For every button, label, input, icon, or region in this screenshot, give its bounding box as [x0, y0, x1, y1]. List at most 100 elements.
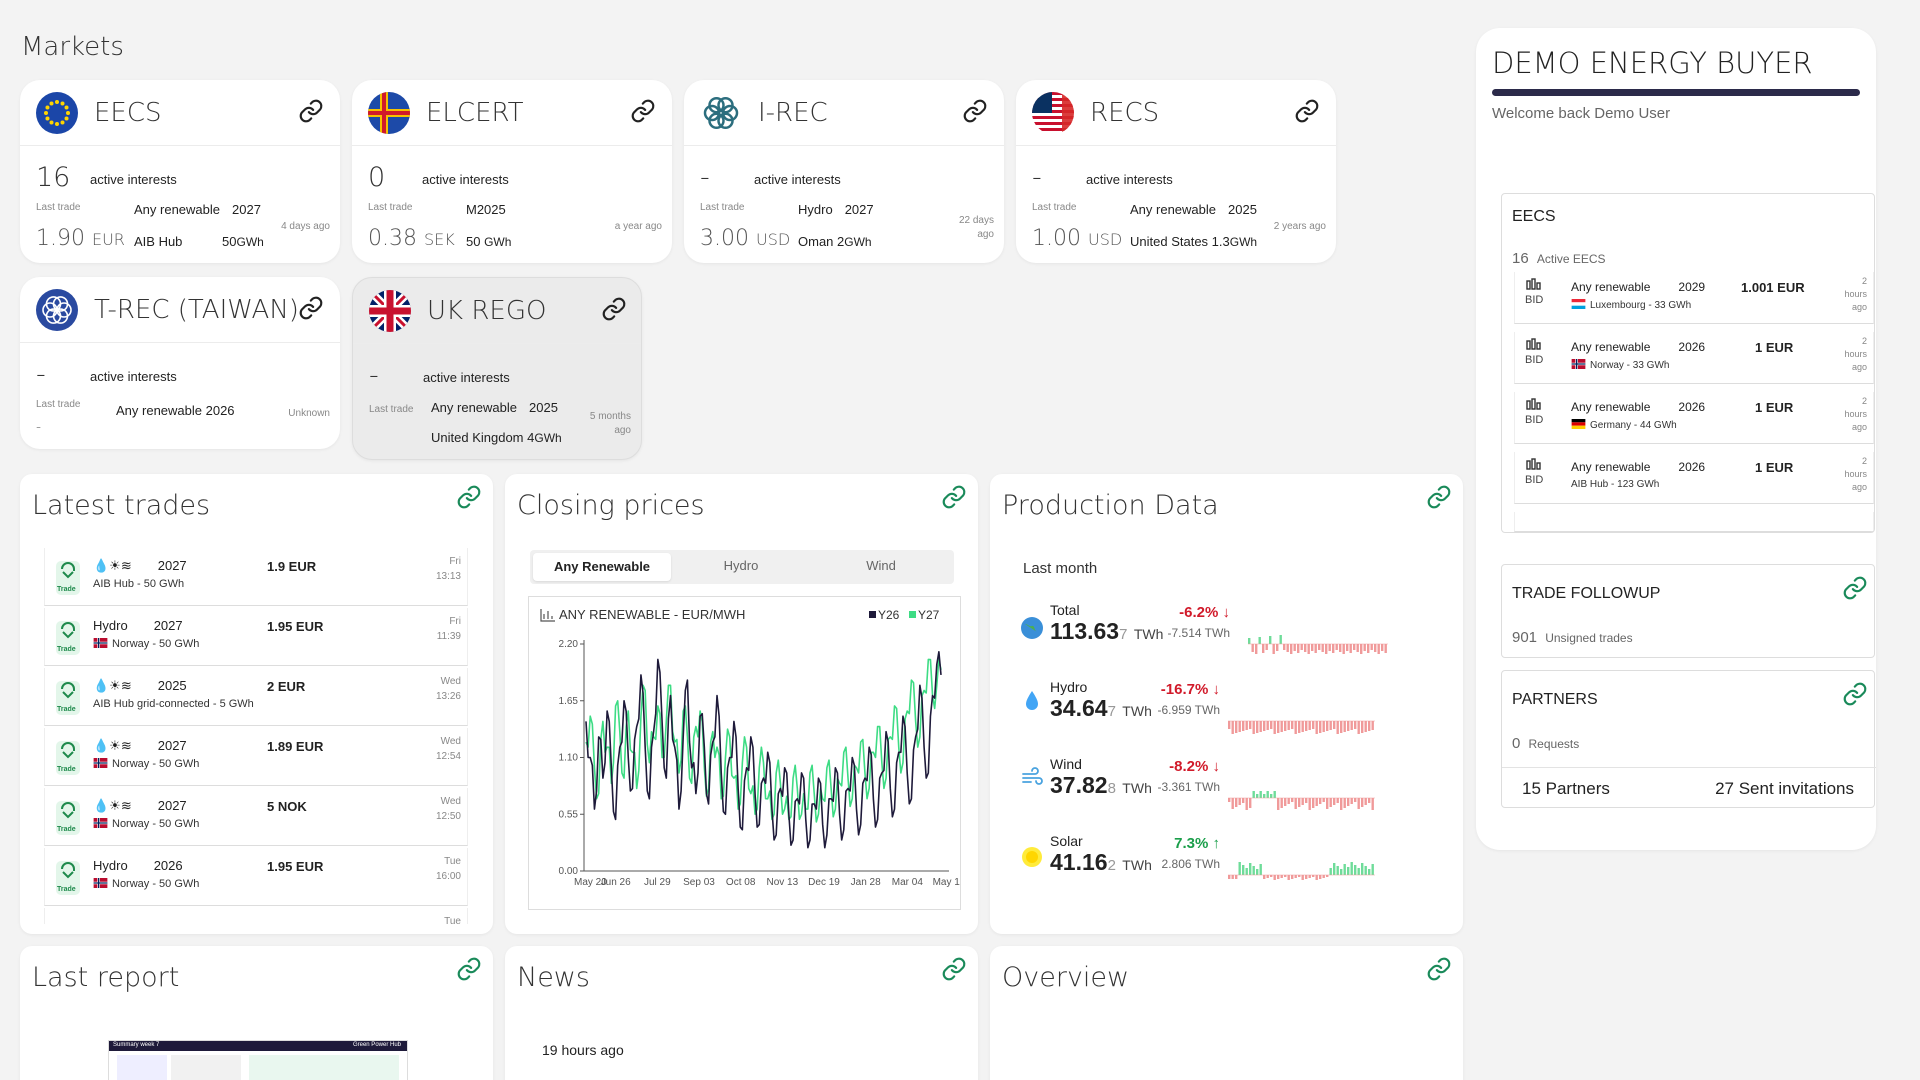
report-thumbnail[interactable]: Summary week 7 Green Power Hub [108, 1040, 408, 1080]
market-card-uk-rego[interactable]: UK REGO - active interests Last trade An… [352, 277, 642, 460]
trade-price: 1.9 EUR [267, 559, 317, 574]
x-tick-label: Jun 26 [601, 877, 631, 888]
last-trade-hub: AIB Hub 50GWh [134, 234, 264, 249]
tab-hydro[interactable]: Hydro [723, 558, 759, 573]
production-value: 113.637 TWh [1050, 618, 1164, 644]
news-link-icon[interactable] [941, 956, 967, 982]
trade-time: Tue 16:00 [435, 856, 461, 882]
last-trade-product: Any renewable 2025 [431, 400, 558, 415]
x-tick-label: Mar 04 [892, 877, 924, 888]
legend-label-y26: Y26 [878, 608, 900, 622]
production-row-solar: Solar 41.162 TWh 7.3% ↑ 2.806 TWh [1020, 833, 1440, 903]
trade-location: Norway - 50 GWh [93, 878, 199, 890]
market-card-recs[interactable]: RECS - active interests Last trade 1.00 … [1016, 80, 1336, 263]
report-thumb-title: Summary week 7 [113, 1042, 160, 1048]
bid-row[interactable]: BID Any renewable 2026 Norway - 33 GWh 1 … [1514, 332, 1874, 384]
market-card-elcert[interactable]: ELCERT 0 active interests Last trade 0.3… [352, 80, 672, 263]
trade-product: 💧☀≋ 2027 [93, 798, 187, 813]
active-interests-label: active interests [423, 370, 510, 385]
overview-link-icon[interactable] [1426, 956, 1452, 982]
trade-icon: Trade [55, 800, 81, 836]
trade-product: 💧☀≋ 2025 [93, 678, 187, 693]
trade-row[interactable]: Trade Hydro 2027 Norway - 50 GWh 1.95 EUR… [44, 608, 468, 666]
trade-row[interactable]: Trade Hydro 2026 Norway - 50 GWh 1.95 EUR… [44, 848, 468, 906]
trade-row[interactable]: Trade 💧☀≋ 2025 AIB Hub grid-connected - 5… [44, 668, 468, 726]
trade-price: 5 NOK [267, 799, 307, 814]
market-name: UK REGO [427, 296, 547, 326]
production-label: Total [1050, 602, 1080, 618]
x-tick-label: Oct 08 [726, 877, 756, 888]
trade-icon: Trade [55, 740, 81, 776]
latest-trades-card: Latest trades Trade 💧☀≋ 2027 AIB Hub - 50… [20, 474, 493, 934]
currency: USD [755, 230, 791, 249]
partners-count[interactable]: 15 Partners [1522, 779, 1610, 798]
us-flag-icon [1032, 92, 1074, 134]
y-tick-label: 1.10 [559, 753, 579, 764]
market-link-icon[interactable] [962, 98, 988, 124]
active-interests-count: - [1032, 162, 1042, 193]
market-card-t-rec-taiwan[interactable]: T-REC (TAIWAN) - active interests Last t… [20, 277, 340, 449]
arrow-up-icon: ↑ [1212, 835, 1221, 852]
bid-row[interactable]: BID Any renewable 2029 Luxembourg - 33 GW… [1514, 272, 1874, 324]
market-link-icon[interactable] [298, 98, 324, 124]
production-row-total: Total 113.637 TWh -6.2% ↓ -7.514 TWh [1020, 602, 1440, 672]
x-tick-label: May 19 [933, 877, 960, 888]
partners-link-icon[interactable] [1842, 681, 1868, 707]
partners-card[interactable]: PARTNERS 0 Requests 15 Partners 27 Sent … [1501, 670, 1876, 808]
series-line-y27 [585, 658, 942, 823]
legend-swatch-y27 [909, 611, 916, 618]
sent-invitations[interactable]: 27 Sent invitations [1715, 779, 1854, 798]
trade-time: Fri 13:13 [435, 556, 461, 582]
bid-product: Any renewable 2026 [1571, 460, 1706, 474]
y-tick-label: 2.20 [559, 639, 579, 650]
last-trade-product: M2025 [466, 202, 506, 217]
irec-logo-icon [700, 92, 742, 134]
bid-location: Luxembourg - 33 GWh [1571, 299, 1691, 311]
trade-row[interactable]: Trade 💧☀≋ 2027 AIB Hub - 50 GWh 1.9 EUR F… [44, 548, 468, 606]
last-trade-label: Last trade [368, 202, 413, 213]
market-card-eecs[interactable]: EECS 16 active interests Last trade 1.90… [20, 80, 340, 263]
last-trade-hub: 50 GWh [466, 234, 512, 249]
tab-wind[interactable]: Wind [866, 558, 896, 573]
production-title: Production Data [1002, 490, 1219, 521]
market-name: I-REC [758, 98, 828, 128]
bid-row[interactable]: BID Any renewable 2026 Germany - 44 GWh 1… [1514, 392, 1874, 444]
active-interests-label: active interests [90, 172, 177, 187]
market-link-icon[interactable] [298, 295, 324, 321]
bid-row[interactable]: BID Any renewable 2026 AIB Hub - 123 GWh … [1514, 452, 1874, 504]
tab-any-renewable[interactable]: Any Renewable [533, 553, 671, 581]
trade-row[interactable]: Trade 💧☀≋ 2027 Norway - 50 GWh 1.89 EUR W… [44, 728, 468, 786]
active-interests-label: active interests [1086, 172, 1173, 187]
last-trade-ago: 2 years ago [1273, 221, 1326, 232]
production-label: Wind [1050, 756, 1082, 772]
bid-product: Any renewable 2029 [1571, 280, 1706, 294]
market-link-icon[interactable] [1294, 98, 1320, 124]
latest-trades-link-icon[interactable] [456, 484, 482, 510]
bid-row[interactable] [1514, 512, 1874, 532]
unsigned-trades-label: Unsigned trades [1545, 631, 1633, 645]
series-line-y26 [585, 650, 942, 849]
bid-product: Any renewable 2026 [1571, 400, 1706, 414]
production-change: -8.2% ↓ [1169, 758, 1220, 775]
market-name: EECS [94, 98, 162, 128]
trade-row[interactable]: Trade 💧☀≋ 2027 Norway - 50 GWh 5 NOK Wed 1… [44, 788, 468, 846]
trade-followup-card[interactable]: TRADE FOLLOWUP 901 Unsigned trades [1501, 564, 1875, 658]
trade-location: Norway - 50 GWh [93, 638, 199, 650]
production-label: Hydro [1050, 679, 1088, 695]
production-link-icon[interactable] [1426, 484, 1452, 510]
market-card-i-rec[interactable]: I-REC - active interests Last trade 3.00… [684, 80, 1004, 263]
trade-followup-link-icon[interactable] [1842, 575, 1868, 601]
trade-price: 1.95 EUR [267, 859, 324, 874]
production-delta: -7.514 TWh [1167, 626, 1230, 640]
last-report-link-icon[interactable] [456, 956, 482, 982]
last-trade-price: - [36, 419, 42, 435]
trade-row[interactable]: Tue [44, 908, 468, 924]
market-link-icon[interactable] [630, 98, 656, 124]
x-tick-label: May 20 [574, 877, 607, 888]
news-time: 19 hours ago [542, 1042, 624, 1058]
production-sparkline [1228, 791, 1375, 810]
market-link-icon[interactable] [601, 296, 627, 322]
closing-prices-link-icon[interactable] [941, 484, 967, 510]
eu-flag-icon [36, 92, 78, 134]
last-trade-price: 0.38 SEK [368, 226, 455, 251]
